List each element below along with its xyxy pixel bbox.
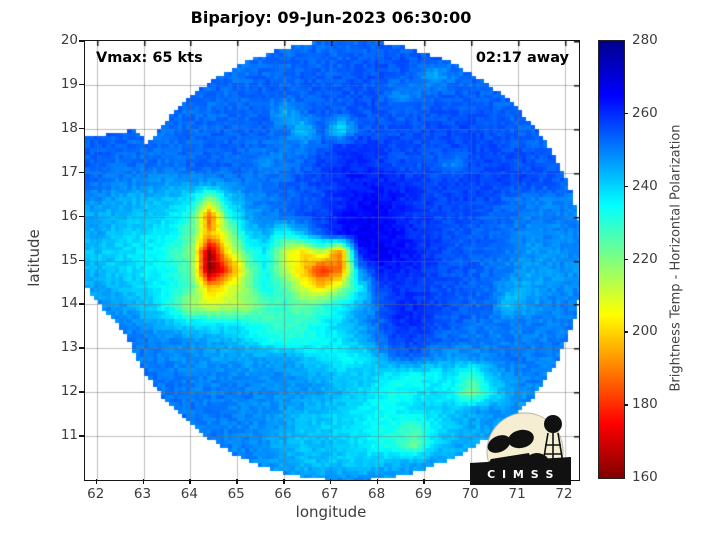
colorbar-tick-mark [624, 404, 628, 406]
y-tick-mark [79, 303, 84, 305]
plot-title: Biparjoy: 09-Jun-2023 06:30:00 [190, 8, 472, 27]
vmax-annotation: Vmax: 65 kts [96, 50, 203, 66]
colorbar-tick-mark [624, 331, 628, 333]
y-tick-mark [79, 127, 84, 130]
y-tick-label: 16 [60, 207, 78, 224]
colorbar-tick-mark [624, 185, 628, 188]
colorbar-tick-label: 280 [632, 32, 658, 48]
x-tick-label: 69 [414, 486, 433, 502]
colorbar-tick-mark [624, 112, 628, 115]
y-tick-mark [79, 435, 84, 437]
x-tick-label: 67 [321, 486, 339, 502]
x-tick-mark [423, 479, 425, 484]
x-tick-mark [329, 479, 332, 484]
water-tower-tank [544, 415, 562, 433]
colorbar-tick-label: 260 [632, 104, 658, 121]
x-tick-label: 71 [508, 486, 526, 502]
y-tick-mark [79, 83, 84, 86]
x-tick-mark [563, 479, 566, 484]
x-tick-mark [376, 479, 379, 484]
x-tick-label: 70 [461, 486, 479, 502]
x-tick-label: 64 [180, 486, 198, 502]
y-tick-label: 20 [60, 32, 78, 48]
y-tick-label: 17 [60, 163, 78, 180]
x-tick-mark [470, 479, 472, 484]
colorbar-label: Brightness Temp - Horizontal Polarizatio… [668, 124, 684, 392]
colorbar-tick-label: 220 [632, 250, 658, 267]
y-tick-label: 15 [60, 251, 78, 268]
colorbar-tick-label: 200 [632, 323, 658, 340]
y-tick-mark [79, 391, 84, 393]
y-tick-mark [79, 40, 84, 42]
x-tick-mark [189, 479, 191, 484]
y-tick-label: 14 [60, 295, 78, 312]
x-tick-label: 72 [555, 486, 573, 502]
eta-annotation: 02:17 away [475, 50, 569, 66]
y-tick-label: 13 [60, 339, 78, 356]
colorbar-tick-mark [624, 258, 628, 260]
x-tick-mark [283, 479, 285, 484]
colorbar-tick-label: 240 [632, 177, 658, 194]
colorbar [598, 40, 625, 479]
x-tick-label: 66 [274, 486, 292, 502]
water-tower-icon [542, 432, 564, 464]
x-tick-label: 68 [368, 486, 386, 502]
y-tick-label: 12 [60, 383, 78, 400]
x-tick-mark [236, 479, 238, 484]
y-tick-mark [79, 171, 84, 174]
y-tick-label: 18 [60, 119, 78, 136]
y-tick-label: 19 [60, 75, 78, 92]
y-tick-mark [79, 259, 84, 261]
y-tick-mark [79, 347, 84, 349]
x-tick-mark [142, 479, 145, 484]
x-tick-mark [517, 479, 519, 484]
x-tick-label: 65 [227, 486, 245, 502]
x-tick-label: 63 [133, 486, 152, 502]
x-tick-label: 62 [87, 486, 105, 502]
y-tick-mark [79, 215, 84, 218]
cimss-banner-text: C I M S S [487, 468, 555, 481]
y-axis-label: latitude [25, 229, 43, 287]
x-axis-label: longitude [295, 503, 367, 521]
cimss-logo: C I M S S [470, 412, 571, 485]
x-tick-mark [95, 479, 98, 484]
colorbar-tick-label: 180 [632, 396, 658, 413]
y-tick-label: 11 [60, 427, 78, 444]
cimss-banner [470, 457, 571, 485]
plot-area: Vmax: 65 kts 02:17 away C I M S S [84, 40, 580, 485]
colorbar-tick-label: 160 [632, 469, 658, 485]
storm-heatmap-image [85, 41, 579, 480]
